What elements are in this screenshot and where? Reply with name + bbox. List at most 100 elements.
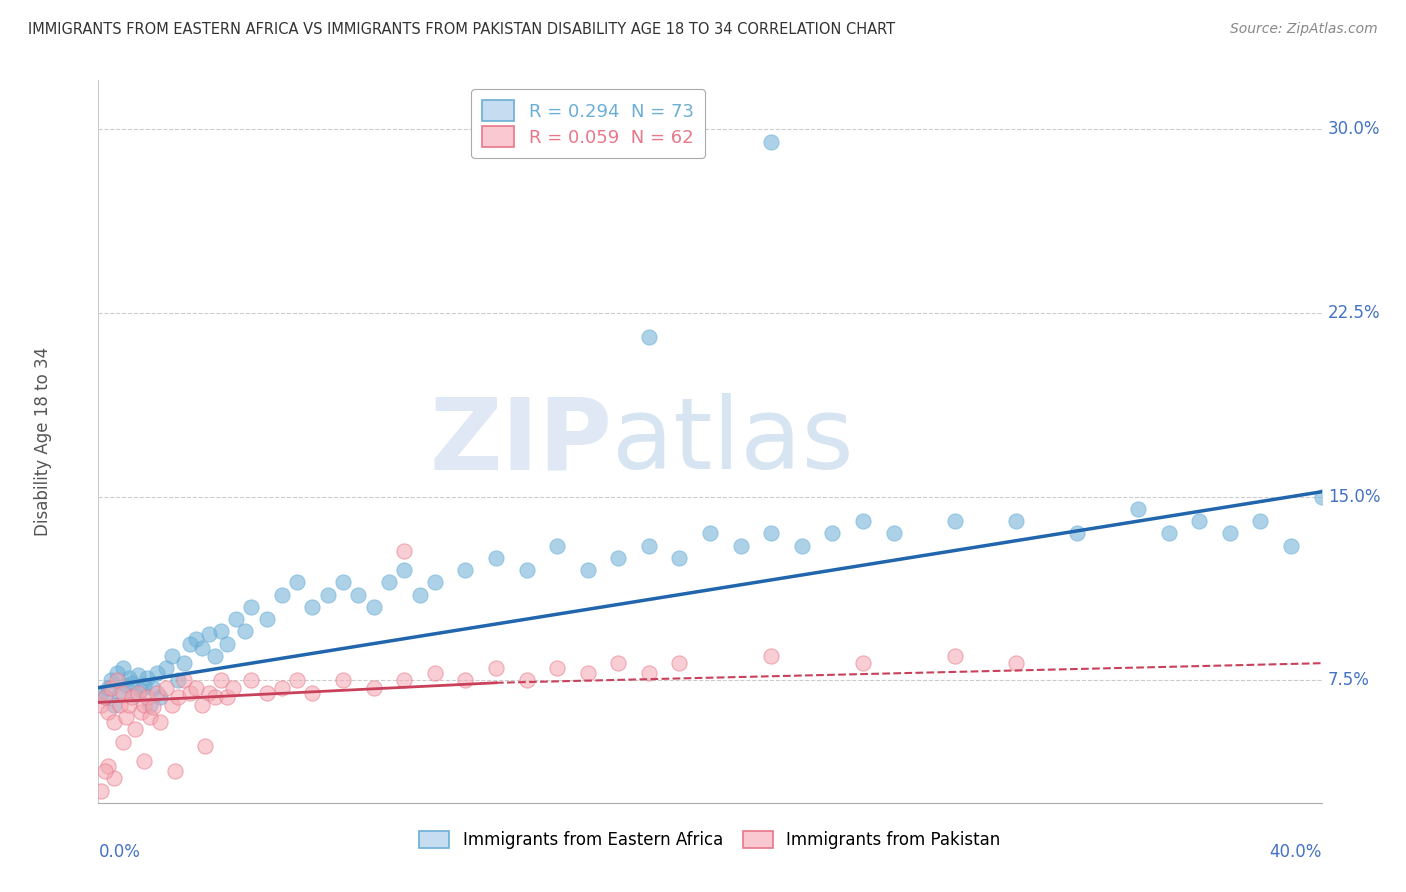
Point — [111, 661, 134, 675]
Text: Disability Age 18 to 34: Disability Age 18 to 34 — [34, 347, 52, 536]
Point — [332, 673, 354, 688]
Point — [285, 673, 308, 688]
Point — [209, 673, 232, 688]
Legend: Immigrants from Eastern Africa, Immigrants from Pakistan: Immigrants from Eastern Africa, Immigran… — [413, 824, 1007, 856]
Point — [145, 685, 167, 699]
Point — [155, 681, 177, 695]
Point — [186, 632, 208, 646]
Point — [103, 698, 125, 712]
Point — [100, 673, 122, 688]
Point — [209, 624, 232, 639]
Point — [121, 690, 143, 705]
Text: 40.0%: 40.0% — [1270, 843, 1322, 861]
Point — [160, 648, 183, 663]
Point — [197, 627, 219, 641]
Text: 7.5%: 7.5% — [1327, 672, 1369, 690]
Point — [883, 526, 905, 541]
Point — [129, 705, 152, 719]
Point — [240, 673, 263, 688]
Point — [191, 641, 214, 656]
Point — [136, 690, 159, 705]
Point — [108, 698, 131, 712]
Point — [516, 563, 538, 577]
Point — [270, 681, 292, 695]
Point — [115, 678, 138, 692]
Point — [155, 661, 177, 675]
Point — [173, 673, 195, 688]
Point — [90, 685, 112, 699]
Point — [127, 685, 149, 699]
Point — [576, 665, 599, 680]
Point — [576, 563, 599, 577]
Point — [1249, 514, 1271, 528]
Point — [485, 550, 508, 565]
Point — [256, 612, 278, 626]
Point — [149, 714, 172, 729]
Point — [90, 698, 112, 712]
Point — [516, 673, 538, 688]
Point — [124, 688, 146, 702]
Point — [347, 588, 370, 602]
Point — [363, 681, 385, 695]
Text: 0.0%: 0.0% — [98, 843, 141, 861]
Point — [90, 783, 112, 797]
Point — [139, 698, 162, 712]
Point — [637, 665, 661, 680]
Point — [179, 685, 201, 699]
Point — [668, 550, 690, 565]
Text: 30.0%: 30.0% — [1327, 120, 1381, 138]
Point — [637, 539, 661, 553]
Point — [118, 671, 141, 685]
Point — [378, 575, 401, 590]
Point — [759, 135, 782, 149]
Point — [699, 526, 721, 541]
Point — [240, 599, 263, 614]
Point — [233, 624, 256, 639]
Point — [204, 690, 226, 705]
Point — [1004, 656, 1026, 670]
Point — [285, 575, 308, 590]
Point — [423, 665, 446, 680]
Point — [134, 678, 156, 692]
Point — [163, 764, 186, 778]
Point — [222, 681, 245, 695]
Point — [105, 665, 128, 680]
Point — [454, 563, 477, 577]
Point — [160, 698, 183, 712]
Point — [225, 612, 247, 626]
Point — [546, 661, 568, 675]
Point — [191, 698, 214, 712]
Text: ZIP: ZIP — [429, 393, 612, 490]
Point — [97, 681, 120, 695]
Point — [256, 685, 278, 699]
Point — [134, 698, 156, 712]
Point — [392, 563, 416, 577]
Text: 22.5%: 22.5% — [1327, 304, 1381, 322]
Point — [454, 673, 477, 688]
Point — [546, 539, 568, 553]
Point — [392, 543, 416, 558]
Point — [316, 588, 339, 602]
Point — [129, 683, 152, 698]
Point — [1188, 514, 1211, 528]
Point — [142, 681, 165, 695]
Point — [821, 526, 844, 541]
Point — [136, 671, 159, 685]
Point — [759, 526, 782, 541]
Point — [215, 690, 238, 705]
Point — [121, 675, 143, 690]
Point — [301, 599, 323, 614]
Point — [108, 685, 131, 699]
Point — [173, 656, 195, 670]
Point — [93, 764, 115, 778]
Point — [730, 539, 752, 553]
Point — [392, 673, 416, 688]
Point — [485, 661, 508, 675]
Point — [149, 690, 172, 705]
Point — [197, 685, 219, 699]
Point — [111, 685, 134, 699]
Point — [93, 690, 115, 705]
Point — [103, 714, 125, 729]
Point — [97, 705, 120, 719]
Point — [134, 754, 156, 768]
